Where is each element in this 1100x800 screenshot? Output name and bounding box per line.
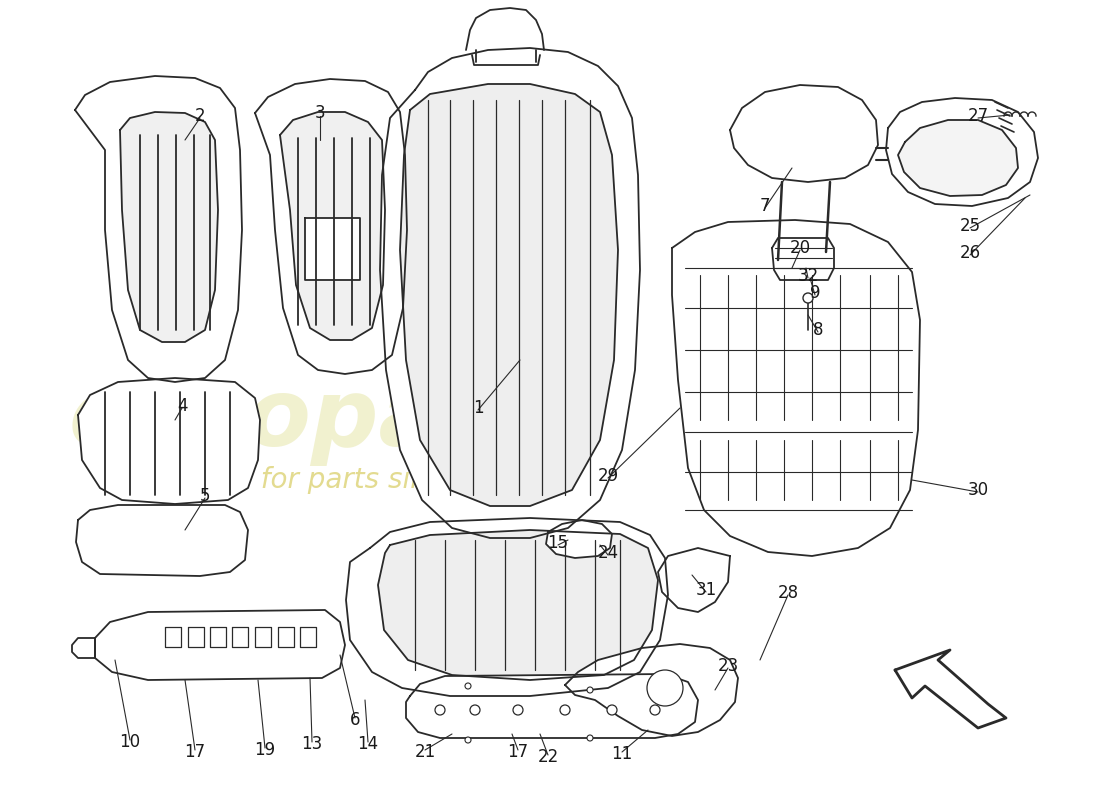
Text: 28: 28 [778,584,799,602]
Circle shape [560,705,570,715]
Polygon shape [255,627,271,647]
Text: 21: 21 [415,743,436,761]
Polygon shape [300,627,316,647]
Polygon shape [232,627,248,647]
Text: europarts: europarts [69,374,591,466]
Text: 15: 15 [548,534,569,552]
Text: 31: 31 [695,581,716,599]
Circle shape [650,705,660,715]
Polygon shape [305,218,360,280]
Polygon shape [210,627,225,647]
Polygon shape [188,627,204,647]
Circle shape [465,737,471,743]
Polygon shape [72,638,95,658]
Text: 26: 26 [959,244,980,262]
Text: 9: 9 [810,284,821,302]
Text: 27: 27 [967,107,989,125]
Text: 4: 4 [177,397,187,415]
Circle shape [647,670,683,706]
Polygon shape [95,610,345,680]
Circle shape [803,293,813,303]
Circle shape [470,705,480,715]
Text: 17: 17 [507,743,529,761]
Text: 23: 23 [717,657,738,675]
Text: 24: 24 [597,544,618,562]
Text: 2: 2 [195,107,206,125]
Polygon shape [76,505,248,576]
Polygon shape [895,650,1007,728]
Text: 32: 32 [798,267,818,285]
Polygon shape [280,112,385,340]
Text: 22: 22 [538,748,559,766]
Text: 1: 1 [473,399,483,417]
Text: 30: 30 [967,481,989,499]
Polygon shape [565,644,738,736]
Text: 20: 20 [790,239,811,257]
Polygon shape [378,530,658,680]
Polygon shape [400,84,618,506]
Text: 6: 6 [350,711,361,729]
Text: 13: 13 [301,735,322,753]
Circle shape [434,705,446,715]
Polygon shape [379,48,640,538]
Polygon shape [898,120,1018,196]
Polygon shape [658,548,730,612]
Polygon shape [165,627,182,647]
Polygon shape [278,627,294,647]
Circle shape [513,705,522,715]
Text: 29: 29 [597,467,618,485]
Circle shape [607,705,617,715]
Polygon shape [120,112,218,342]
Circle shape [587,735,593,741]
Polygon shape [546,520,612,558]
Circle shape [587,687,593,693]
Text: 25: 25 [959,217,980,235]
Polygon shape [730,85,878,182]
Polygon shape [346,518,668,696]
Text: 19: 19 [254,741,276,759]
Text: a passion for parts since 1985: a passion for parts since 1985 [120,466,540,494]
Text: 10: 10 [120,733,141,751]
Polygon shape [255,79,407,374]
Polygon shape [406,674,698,738]
Text: 14: 14 [358,735,378,753]
Circle shape [465,683,471,689]
Polygon shape [75,76,242,382]
Text: 3: 3 [315,104,326,122]
Text: 17: 17 [185,743,206,761]
Text: 8: 8 [813,321,823,339]
Polygon shape [672,220,920,556]
Text: 11: 11 [612,745,632,763]
Polygon shape [78,378,260,504]
Polygon shape [886,98,1038,206]
Text: 7: 7 [760,197,770,215]
Polygon shape [772,238,834,280]
Text: 5: 5 [200,487,210,505]
